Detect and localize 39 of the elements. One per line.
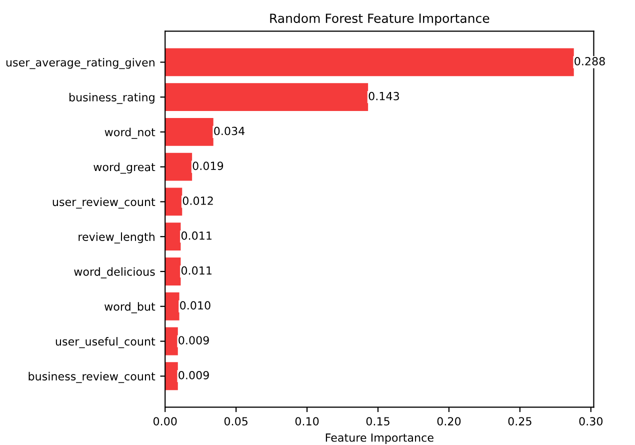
y-tick-label: word_delicious [74,267,155,278]
data-label: 0.009 [178,370,209,380]
bar [165,327,178,356]
y-tick-label: word_not [104,128,156,139]
bar [165,362,178,390]
bar [165,222,181,251]
data-label: 0.011 [181,231,212,240]
bar [165,152,192,181]
data-label: 0.010 [180,301,210,310]
y-tick-label: word_but [104,302,156,314]
y-tick-label: business_rating [69,92,154,104]
bar [165,258,181,286]
data-label: 0.009 [178,336,209,344]
data-label: 0.034 [214,126,245,136]
data-label: 0.012 [182,196,213,205]
x-tick-label: 0.05 [224,417,248,426]
x-tick-label: 0.20 [437,417,461,426]
data-label: 0.143 [368,92,399,100]
data-label: 0.288 [574,57,605,66]
x-tick-label: 0.15 [366,417,390,426]
y-tick-label: user_useful_count [56,337,156,348]
bar [165,292,180,320]
bar [165,118,214,146]
x-tick-label: 0.10 [295,417,319,426]
x-tick-label: 0.00 [153,417,177,426]
bar [165,48,574,76]
y-tick-label: business_review_count [28,372,156,383]
x-tick-label: 0.30 [579,417,603,426]
bar [165,83,368,112]
bar [165,188,182,216]
x-tick-label: 0.25 [508,417,532,426]
y-tick-label: user_review_count [52,198,156,209]
data-label: 0.011 [181,266,212,275]
x-axis-title: Feature Importance [326,434,434,444]
y-tick-label: review_length [78,232,154,244]
chart-title: Random Forest Feature Importance [270,13,490,26]
y-tick-label: user_average_rating_given [6,58,154,70]
y-tick-label: word_great [94,162,156,174]
data-label: 0.019 [192,162,224,170]
